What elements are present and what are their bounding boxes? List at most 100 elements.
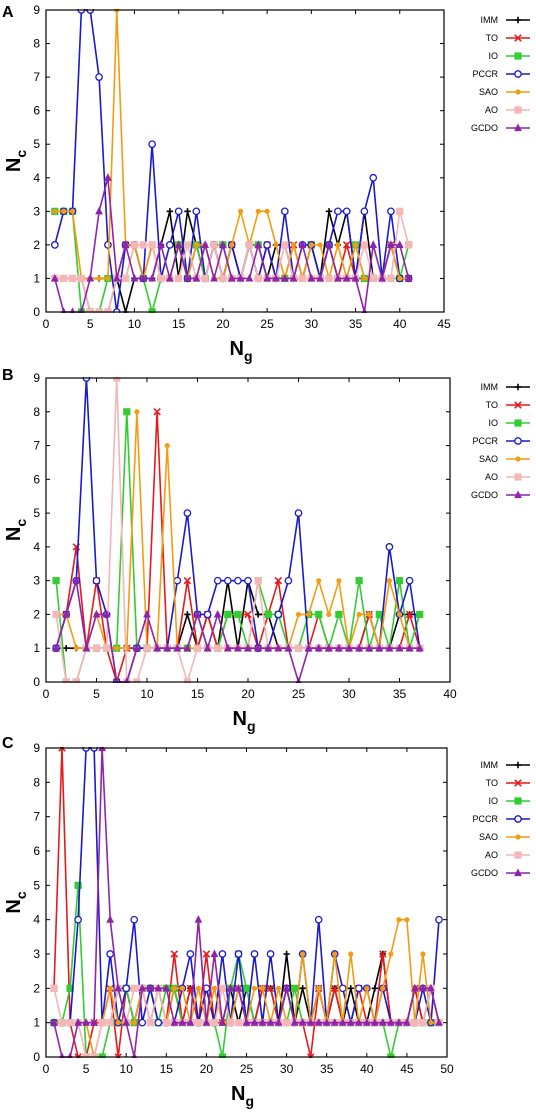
data-point bbox=[224, 610, 232, 619]
data-point bbox=[148, 273, 156, 282]
x-tick-label: 35 bbox=[393, 687, 407, 701]
data-point bbox=[405, 610, 414, 619]
y-tick-label: 8 bbox=[33, 37, 40, 51]
data-point bbox=[351, 273, 360, 282]
data-point bbox=[258, 1018, 267, 1026]
data-point bbox=[130, 273, 139, 282]
data-point bbox=[360, 207, 369, 216]
data-point bbox=[325, 274, 333, 283]
data-point bbox=[163, 643, 172, 652]
data-point bbox=[131, 1020, 137, 1026]
x-tick-label: 5 bbox=[83, 1062, 90, 1076]
legend-label: AO bbox=[485, 105, 498, 115]
y-axis-label: Nc bbox=[3, 891, 29, 913]
x-axis-label-sub: g bbox=[244, 348, 253, 364]
x-tick-label: 0 bbox=[43, 1062, 50, 1076]
data-point bbox=[210, 1019, 219, 1027]
data-point bbox=[218, 1018, 227, 1026]
x-tick-label: 10 bbox=[120, 1062, 134, 1076]
y-tick-label: 7 bbox=[33, 439, 40, 453]
data-point bbox=[218, 984, 227, 992]
x-tick-label: 10 bbox=[140, 687, 154, 701]
data-point bbox=[157, 274, 165, 283]
legend-marker bbox=[514, 106, 522, 114]
legend-label: GCDO bbox=[471, 868, 498, 878]
data-point bbox=[105, 275, 111, 282]
data-point bbox=[342, 207, 351, 216]
data-point bbox=[284, 643, 293, 652]
data-point bbox=[405, 241, 413, 249]
data-point bbox=[283, 950, 290, 958]
data-point bbox=[130, 984, 138, 992]
data-point bbox=[227, 273, 236, 282]
data-point bbox=[153, 643, 161, 652]
x-tick-label: 35 bbox=[349, 317, 363, 331]
x-tick-label: 35 bbox=[320, 1062, 334, 1076]
data-point bbox=[166, 208, 174, 215]
legend: IMM TO IO PCCR SAO AO GCDO bbox=[471, 15, 530, 133]
legend-marker bbox=[514, 779, 522, 787]
data-point bbox=[130, 915, 139, 924]
data-point bbox=[335, 643, 343, 652]
data-point bbox=[322, 1018, 331, 1026]
legend-marker bbox=[514, 123, 522, 132]
data-point bbox=[405, 576, 414, 585]
data-point bbox=[229, 242, 235, 248]
data-point bbox=[114, 645, 120, 651]
data-point bbox=[157, 240, 165, 248]
data-point bbox=[317, 242, 323, 248]
data-point bbox=[259, 985, 266, 991]
x-tick-label: 30 bbox=[280, 1062, 294, 1076]
data-point bbox=[114, 983, 123, 992]
data-point bbox=[396, 611, 403, 618]
data-point bbox=[82, 1018, 90, 1026]
data-point bbox=[362, 1018, 371, 1026]
y-tick-label: 2 bbox=[33, 238, 40, 252]
data-point bbox=[148, 140, 156, 149]
data-point bbox=[415, 643, 424, 652]
data-point bbox=[355, 577, 363, 585]
data-point bbox=[416, 610, 424, 619]
legend-marker bbox=[514, 437, 522, 445]
data-point bbox=[218, 950, 227, 958]
legend-label: IMM bbox=[481, 760, 499, 770]
data-point bbox=[395, 240, 404, 248]
series-sao bbox=[52, 9, 412, 282]
data-point bbox=[173, 576, 182, 585]
data-point bbox=[148, 241, 156, 249]
data-point bbox=[371, 985, 379, 992]
data-point bbox=[379, 950, 387, 958]
data-point bbox=[369, 274, 377, 283]
data-point bbox=[77, 274, 85, 283]
data-point bbox=[50, 273, 59, 282]
x-tick-label: 45 bbox=[437, 317, 451, 331]
data-point bbox=[264, 610, 272, 619]
data-point bbox=[405, 643, 414, 652]
data-point bbox=[211, 985, 218, 991]
data-point bbox=[304, 643, 313, 652]
data-point bbox=[266, 984, 275, 993]
legend-label: GCDO bbox=[471, 490, 498, 500]
legend-label: IO bbox=[488, 418, 498, 428]
y-axis-label-sub: c bbox=[13, 519, 29, 527]
data-point bbox=[193, 242, 199, 248]
legend-label: SAO bbox=[479, 87, 498, 97]
data-point bbox=[210, 241, 218, 249]
data-point bbox=[244, 610, 252, 619]
data-point bbox=[134, 409, 140, 415]
y-tick-label: 3 bbox=[33, 947, 40, 961]
legend-label: IO bbox=[488, 51, 498, 61]
data-point bbox=[195, 985, 201, 991]
y-axis-label: Nc bbox=[3, 150, 29, 172]
legend-marker bbox=[514, 473, 522, 481]
y-tick-label: 0 bbox=[33, 305, 40, 319]
data-point bbox=[90, 1018, 98, 1026]
data-point bbox=[404, 273, 413, 282]
data-point bbox=[274, 1018, 283, 1026]
data-point bbox=[106, 950, 115, 958]
data-point bbox=[326, 611, 332, 618]
data-point bbox=[72, 576, 81, 584]
data-point bbox=[396, 917, 402, 923]
data-point bbox=[352, 242, 359, 248]
